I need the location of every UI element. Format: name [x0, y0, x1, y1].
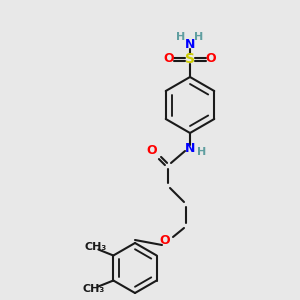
Text: N: N: [185, 142, 195, 154]
Text: H: H: [197, 147, 207, 157]
Text: O: O: [206, 52, 216, 65]
Text: CH₃: CH₃: [84, 242, 106, 253]
Text: O: O: [160, 233, 170, 247]
Text: N: N: [185, 38, 195, 52]
Text: O: O: [147, 143, 157, 157]
Text: O: O: [164, 52, 174, 65]
Text: H: H: [176, 32, 186, 42]
Text: H: H: [194, 32, 204, 42]
Text: CH₃: CH₃: [82, 284, 104, 293]
Text: S: S: [185, 52, 195, 66]
